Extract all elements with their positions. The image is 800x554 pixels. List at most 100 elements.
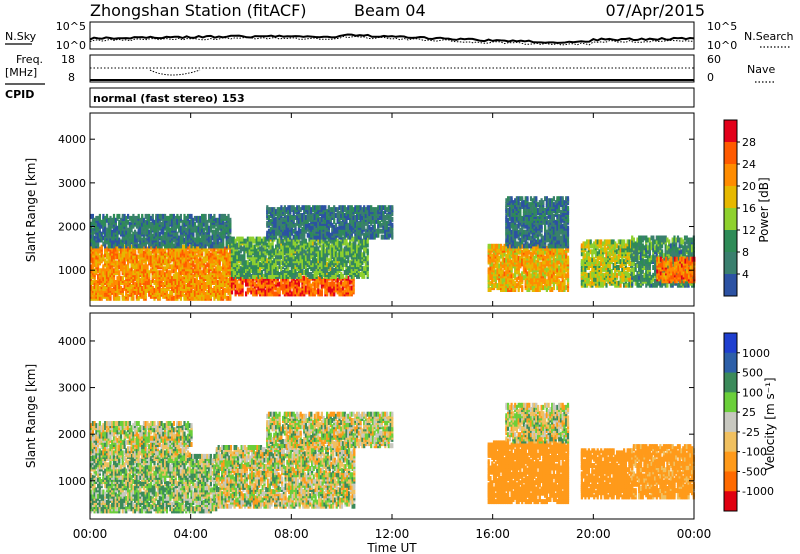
power-cell xyxy=(319,205,322,211)
power-cell xyxy=(313,254,316,260)
power-cell xyxy=(211,287,214,293)
power-cell xyxy=(371,234,375,240)
power-cell xyxy=(119,252,123,258)
power-cell xyxy=(375,228,378,234)
power-cell xyxy=(352,260,355,266)
power-cell xyxy=(336,252,339,258)
power-cell xyxy=(144,219,147,225)
power-cell xyxy=(297,216,301,222)
power-cell xyxy=(259,281,262,287)
power-cell xyxy=(172,284,175,289)
power-cell xyxy=(232,254,235,260)
power-cell xyxy=(331,260,334,266)
power-cell xyxy=(112,250,116,256)
power-cell xyxy=(312,250,315,256)
power-cell xyxy=(259,236,262,242)
power-cell xyxy=(308,222,311,228)
power-cell xyxy=(156,233,160,239)
power-cell xyxy=(350,289,353,295)
power-cell xyxy=(303,234,306,240)
power-cell xyxy=(354,262,357,268)
power-cell xyxy=(333,268,336,273)
power-cell xyxy=(148,291,151,297)
power-cell xyxy=(350,242,353,248)
power-cell xyxy=(118,295,121,301)
power-cell xyxy=(100,282,103,287)
power-cell xyxy=(127,219,130,225)
power-cell xyxy=(112,243,116,249)
power-cell xyxy=(378,220,382,226)
power-cell xyxy=(216,274,219,280)
power-cell xyxy=(241,246,244,252)
power-cell xyxy=(183,262,186,268)
power-cell xyxy=(313,250,316,256)
power-cell xyxy=(197,244,200,250)
power-cell xyxy=(118,284,121,289)
power-cell xyxy=(137,248,140,254)
power-cell xyxy=(275,209,278,215)
power-cell xyxy=(333,232,336,238)
power-cell xyxy=(232,283,235,289)
power-cell xyxy=(320,234,323,240)
power-cell xyxy=(176,293,179,299)
power-cell xyxy=(246,281,249,287)
power-cell xyxy=(349,222,352,228)
power-cell xyxy=(111,254,114,260)
power-cell xyxy=(338,287,341,293)
power-cell xyxy=(257,285,260,291)
power-cell xyxy=(232,258,235,264)
power-cell xyxy=(275,244,278,250)
power-cell xyxy=(202,246,205,252)
power-cell xyxy=(195,225,198,231)
power-cell xyxy=(324,252,327,258)
power-cell xyxy=(181,219,184,225)
power-cell xyxy=(208,278,211,284)
power-cell xyxy=(127,264,130,270)
power-cell xyxy=(236,236,239,242)
power-cell xyxy=(299,207,302,213)
power-cell xyxy=(164,213,167,219)
power-cell xyxy=(356,230,359,236)
power-cell xyxy=(363,273,366,279)
power-cell xyxy=(357,215,360,220)
power-cell xyxy=(193,241,197,247)
power-cell xyxy=(303,205,306,211)
power-cell xyxy=(176,276,179,282)
power-cell xyxy=(218,284,221,289)
power-cell xyxy=(107,241,110,247)
power-cell xyxy=(319,216,322,222)
power-cell xyxy=(232,240,235,246)
power-cell xyxy=(151,270,154,276)
power-cell xyxy=(250,256,253,262)
power-cell xyxy=(287,205,290,211)
power-cell xyxy=(334,283,338,289)
power-cell xyxy=(241,291,244,297)
power-cell xyxy=(204,264,207,270)
power-cell xyxy=(278,254,281,260)
power-cell xyxy=(176,231,179,237)
power-cell xyxy=(297,205,301,211)
power-cell xyxy=(134,274,137,280)
power-cell xyxy=(223,258,227,264)
power-cell xyxy=(356,248,359,254)
power-cell xyxy=(292,234,295,240)
power-cell xyxy=(174,248,177,254)
power-cell xyxy=(319,250,322,256)
power-cell xyxy=(336,277,339,283)
power-cell xyxy=(297,254,301,260)
power-cell xyxy=(245,260,248,266)
power-cell xyxy=(345,246,348,252)
power-cell xyxy=(494,283,497,289)
power-cell xyxy=(340,220,343,226)
power-cell xyxy=(119,266,123,272)
power-cell xyxy=(243,264,246,270)
power-cell xyxy=(142,217,146,223)
power-cell xyxy=(308,254,311,260)
power-cell xyxy=(290,291,293,297)
power-cell xyxy=(491,267,494,273)
power-cell xyxy=(313,262,316,268)
power-cell xyxy=(245,264,248,270)
power-cell xyxy=(377,209,380,215)
power-cell xyxy=(102,254,105,260)
power-cell xyxy=(349,285,352,291)
